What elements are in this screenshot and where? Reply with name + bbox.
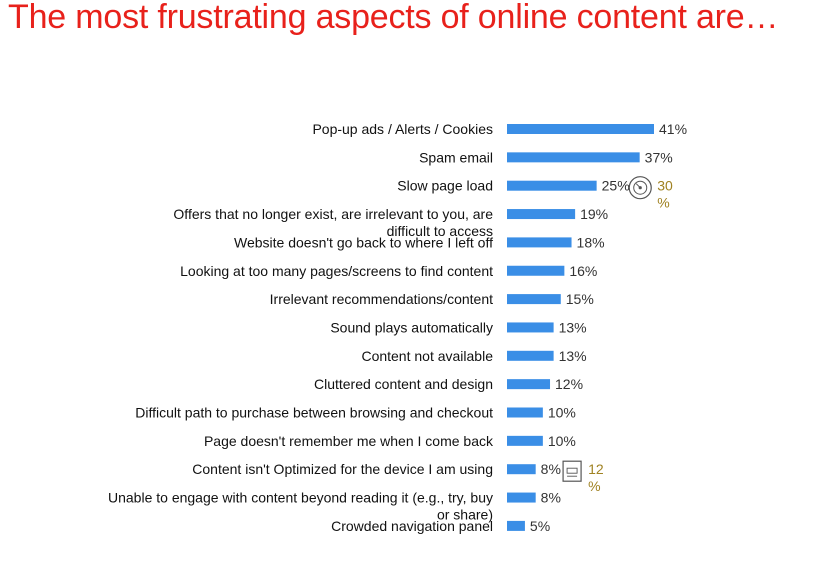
category-label: Page doesn't remember me when I come bac… <box>204 433 494 449</box>
bar <box>507 209 576 220</box>
value-label: 37% <box>645 149 673 165</box>
chart-title: The most frustrating aspects of online c… <box>8 0 779 36</box>
value-label: 13% <box>559 348 587 364</box>
speedometer-icon <box>628 176 652 200</box>
category-label: Content isn't Optimized for the device I… <box>192 461 493 477</box>
category-label: Cluttered content and design <box>314 376 493 392</box>
annotation-value: 30% <box>657 178 673 211</box>
bar <box>507 492 536 503</box>
value-label: 5% <box>530 518 550 534</box>
bar <box>507 322 554 333</box>
value-label: 18% <box>577 234 605 250</box>
value-label: 12% <box>555 376 583 392</box>
device-icon <box>562 460 582 482</box>
bar <box>507 464 536 475</box>
bar <box>507 237 572 248</box>
bar <box>507 294 561 305</box>
category-label: Looking at too many pages/screens to fin… <box>180 263 493 279</box>
value-label: 10% <box>548 433 576 449</box>
value-label: 25% <box>602 178 630 194</box>
category-label: Unable to engage with content beyond rea… <box>108 490 493 523</box>
category-label: Crowded navigation panel <box>331 518 493 534</box>
category-label: Slow page load <box>397 178 493 194</box>
bar <box>507 407 543 418</box>
annotation-value: 12% <box>588 461 604 494</box>
bar <box>507 152 640 163</box>
value-label: 16% <box>569 263 597 279</box>
category-label: Difficult path to purchase between brows… <box>135 405 493 421</box>
value-label: 19% <box>580 206 608 222</box>
bar <box>507 379 551 390</box>
category-label: Content not available <box>361 348 493 364</box>
value-label: 10% <box>548 405 576 421</box>
value-label: 41% <box>659 121 687 137</box>
bar <box>507 124 654 134</box>
value-label: 8% <box>541 461 561 477</box>
bar <box>507 350 554 361</box>
bar <box>507 520 525 531</box>
category-label: Irrelevant recommendations/content <box>270 291 493 307</box>
bar <box>507 435 543 446</box>
value-label: 15% <box>566 291 594 307</box>
bar <box>507 180 597 191</box>
bar <box>507 265 565 276</box>
category-label: Pop-up ads / Alerts / Cookies <box>312 121 493 137</box>
value-label: 13% <box>559 319 587 335</box>
category-label: Website doesn't go back to where I left … <box>234 234 493 250</box>
category-label: Offers that no longer exist, are irrelev… <box>173 206 493 239</box>
value-label: 8% <box>541 490 561 506</box>
category-label: Spam email <box>419 149 493 165</box>
category-label: Sound plays automatically <box>330 319 493 335</box>
